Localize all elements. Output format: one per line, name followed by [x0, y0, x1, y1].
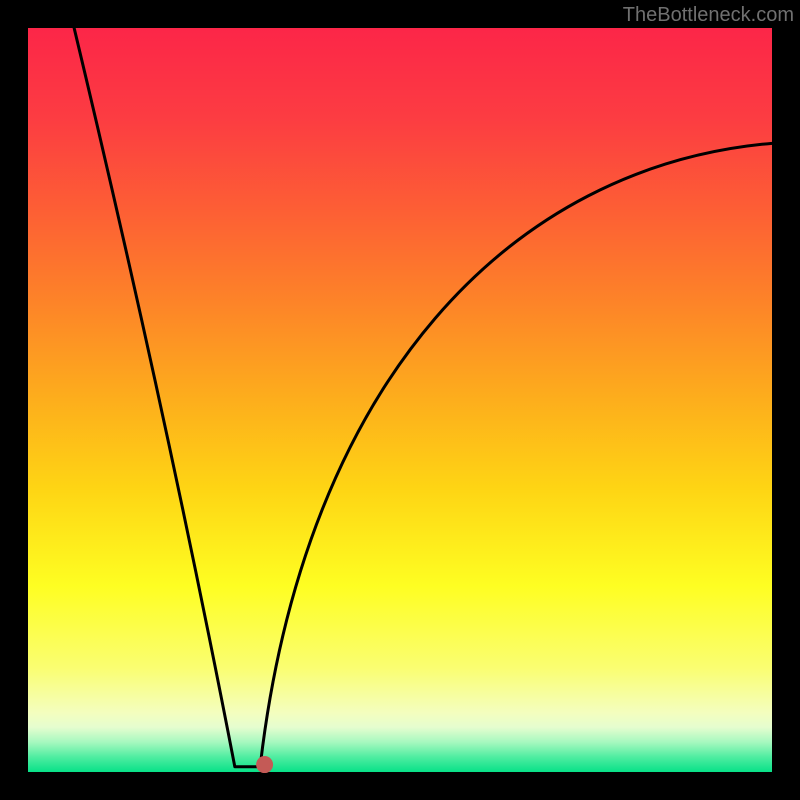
marker-dot: [257, 757, 273, 773]
bottleneck-chart: [0, 0, 800, 800]
chart-container: TheBottleneck.com: [0, 0, 800, 800]
watermark-text: TheBottleneck.com: [623, 4, 794, 27]
plot-background: [28, 28, 772, 772]
